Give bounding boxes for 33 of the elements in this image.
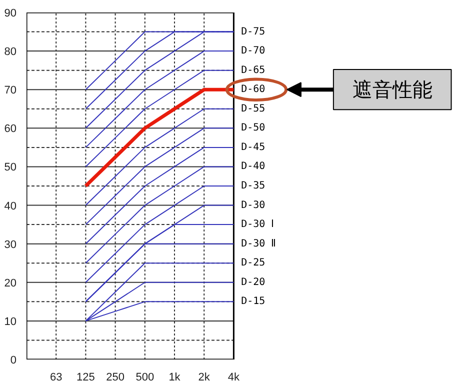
x-tick-label: 250	[106, 372, 124, 384]
series-label: D-75	[241, 26, 266, 38]
series-label: D-50	[241, 122, 266, 134]
series-label: D-30 Ⅱ	[241, 238, 276, 250]
y-tick-label: 30	[4, 238, 17, 251]
y-tick-label: 40	[4, 200, 17, 212]
series-label: D-40	[241, 161, 266, 172]
series-label: D-55	[241, 103, 266, 114]
y-tick-label: 70	[4, 84, 17, 97]
series-label: D-60	[241, 84, 266, 96]
series-label: D-30	[241, 200, 266, 211]
y-tick-label: 20	[4, 277, 17, 290]
series-label: D-25	[241, 258, 266, 269]
series-label: D-45	[241, 142, 266, 153]
y-tick-label: 0	[10, 354, 17, 366]
series-label: D-70	[241, 46, 266, 57]
x-tick-label: 2k	[198, 372, 210, 384]
y-tick-label: 60	[4, 123, 17, 136]
text: 遮音性能	[352, 78, 432, 102]
x-tick-label: 1k	[168, 372, 181, 384]
y-tick-label: 50	[4, 162, 17, 174]
x-tick-label: 500	[136, 372, 154, 384]
series-label: D-35	[241, 180, 266, 192]
x-tick-label: 63	[50, 372, 62, 384]
x-tick-label: 125	[76, 372, 95, 384]
series-label: D-20	[241, 276, 266, 288]
series-label: D-65	[241, 64, 266, 76]
y-tick-label: 10	[4, 316, 17, 328]
series-label: D-30 Ⅰ	[241, 219, 274, 230]
y-tick-label: 80	[4, 46, 17, 58]
x-tick-label: 4k	[228, 372, 240, 384]
series-label: D-15	[241, 296, 266, 308]
y-tick-label: 90	[4, 8, 17, 20]
